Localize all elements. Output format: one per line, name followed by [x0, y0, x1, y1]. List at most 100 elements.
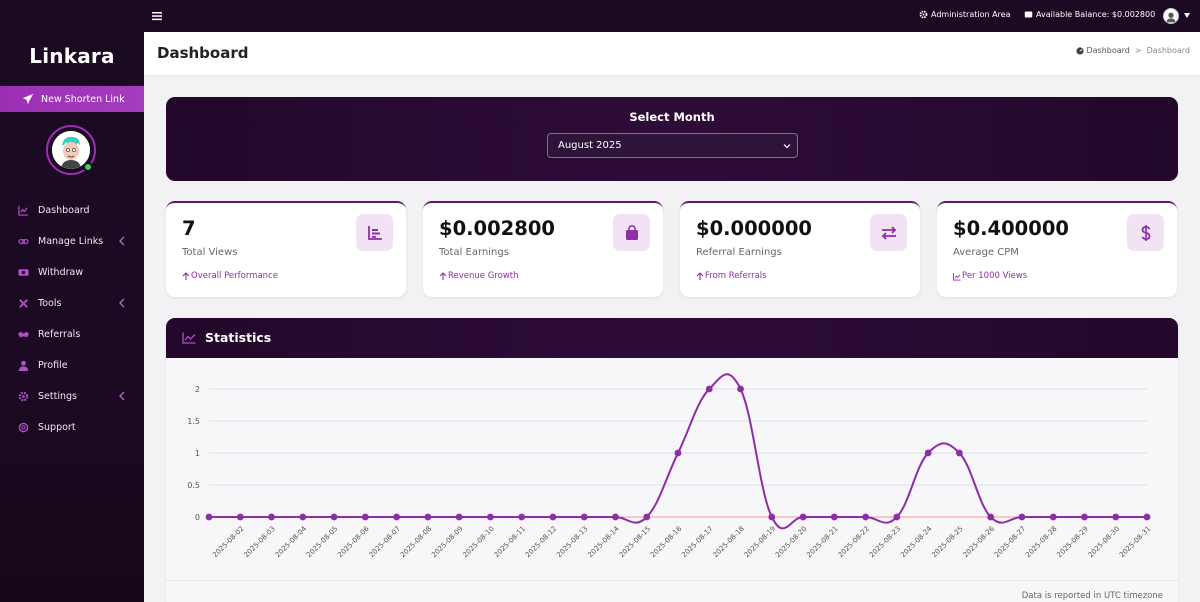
card-footer-label: Overall Performance	[191, 271, 278, 281]
card-label: Total Views	[182, 247, 238, 258]
link-icon	[18, 239, 29, 244]
chart-x-tick-label: 2025-08-06	[336, 524, 371, 559]
card-footer-label: From Referrals	[705, 271, 767, 281]
money-icon	[18, 269, 29, 276]
card-footer-label: Per 1000 Views	[962, 271, 1028, 281]
arrow-up-icon	[439, 271, 447, 280]
chart-data-point	[924, 449, 932, 457]
statistics-footer-divider	[166, 580, 1178, 581]
sidebar-item-label: Profile	[38, 360, 68, 371]
chart-y-tick-label: 1	[195, 449, 200, 458]
referral-earnings-card: $0.000000 Referral Earnings From Referra…	[680, 201, 920, 297]
chart-data-point	[705, 385, 713, 393]
month-selector-title: Select Month	[629, 110, 715, 124]
chart-x-tick-label: 2025-08-10	[461, 525, 495, 559]
chart-x-tick-label: 2025-08-31	[1118, 525, 1152, 559]
online-status-dot	[83, 162, 93, 172]
chart-data-point	[674, 449, 682, 457]
sidebar-item-referrals[interactable]: Referrals	[0, 319, 144, 350]
chart-data-point	[768, 513, 776, 521]
chart-line-icon	[18, 205, 29, 216]
chart-data-point	[393, 513, 400, 521]
chart-data-point	[518, 513, 526, 521]
chart-x-tick-label: 2025-08-13	[555, 525, 589, 559]
chevron-left-icon	[119, 298, 125, 308]
hamburger-menu-icon[interactable]	[151, 10, 163, 22]
sidebar-item-label: Support	[38, 422, 76, 433]
card-badge	[870, 214, 907, 251]
card-badge	[1127, 214, 1164, 251]
card-footer: From Referrals	[696, 271, 767, 281]
month-select-value: August 2025	[558, 140, 622, 151]
chart-data-point	[799, 513, 807, 521]
chart-y-tick-label: 1.5	[187, 417, 200, 426]
administration-area-link[interactable]: Administration Area	[919, 10, 1011, 19]
sidebar-item-label: Dashboard	[38, 205, 90, 216]
breadcrumb-separator: >	[1134, 46, 1142, 55]
chart-data-point	[1018, 513, 1026, 521]
statistics-header: Statistics	[166, 318, 1178, 358]
chart-data-point	[455, 513, 463, 521]
cartoon-avatar-icon	[52, 131, 90, 169]
sidebar-item-withdraw[interactable]: Withdraw	[0, 257, 144, 288]
chart-data-point	[330, 513, 338, 521]
chart-x-tick-label: 2025-08-18	[712, 525, 746, 559]
available-balance: Available Balance: $0.002800	[1024, 10, 1155, 19]
chart-x-tick-label: 2025-08-24	[899, 524, 934, 559]
sidebar: Linkara New Shorten Link Dashboard Manag…	[0, 0, 144, 602]
chart-x-tick-label: 2025-08-08	[399, 525, 433, 559]
card-badge	[613, 214, 650, 251]
sidebar-item-profile[interactable]: Profile	[0, 350, 144, 381]
chart-x-tick-label: 2025-08-28	[1024, 525, 1058, 559]
sidebar-item-label: Settings	[38, 391, 77, 402]
user-avatar-menu[interactable]	[1163, 8, 1179, 24]
month-select[interactable]: August 2025	[547, 133, 798, 158]
chart-x-tick-label: 2025-08-30	[1087, 525, 1121, 559]
handshake-icon	[18, 331, 29, 338]
chart-data-point	[236, 513, 244, 521]
dollar-icon	[1140, 224, 1150, 241]
chart-y-tick-label: 0	[195, 513, 200, 522]
total-views-card: 7 Total Views Overall Performance	[166, 201, 406, 297]
sidebar-item-support[interactable]: Support	[0, 412, 144, 443]
arrow-up-icon	[696, 271, 704, 280]
chart-x-tick-label: 2025-08-23	[868, 525, 902, 559]
sidebar-item-label: Tools	[38, 298, 62, 309]
lifebuoy-icon	[18, 422, 29, 433]
chart-data-point	[893, 513, 901, 521]
gear-icon	[919, 10, 928, 19]
chart-x-tick-label: 2025-08-15	[618, 525, 652, 559]
statistics-line-chart: 00.511.522025-08-022025-08-032025-08-042…	[187, 373, 1152, 559]
topbar: Administration Area Available Balance: $…	[144, 0, 1200, 32]
card-footer: Revenue Growth	[439, 271, 519, 281]
chart-data-point	[956, 449, 963, 457]
paper-plane-icon	[22, 93, 34, 105]
timezone-note: Data is reported in UTC timezone	[1021, 591, 1163, 601]
statistics-panel: Statistics 0 0.5 1 1.5 2 2025-08-02 2025-08-03…	[166, 318, 1178, 602]
statistics-title: Statistics	[205, 330, 272, 345]
sidebar-item-dashboard[interactable]: Dashboard	[0, 195, 144, 226]
chart-x-tick-label: 2025-08-29	[1055, 525, 1089, 559]
chart-data-point	[580, 513, 588, 521]
card-badge	[356, 214, 393, 251]
app-logo[interactable]: Linkara	[29, 44, 115, 68]
chart-x-tick-label: 2025-08-17	[680, 525, 714, 559]
chart-line-icon	[182, 332, 196, 344]
total-earnings-card: $0.002800 Total Earnings Revenue Growth	[423, 201, 663, 297]
chart-data-point	[643, 513, 651, 521]
sidebar-item-settings[interactable]: Settings	[0, 381, 144, 412]
available-balance-label: Available Balance: $0.002800	[1036, 10, 1156, 19]
sidebar-item-tools[interactable]: Tools	[0, 288, 144, 319]
chart-x-tick-label: 2025-08-20	[774, 525, 808, 559]
chart-x-tick-label: 2025-08-04	[274, 524, 309, 559]
chart-data-point	[268, 513, 275, 521]
dashboard-icon	[1076, 46, 1085, 55]
breadcrumb-link[interactable]: Dashboard	[1086, 46, 1130, 55]
arrow-up-icon	[182, 271, 190, 280]
chart-x-tick-label: 2025-08-27	[993, 525, 1027, 559]
caret-down-icon[interactable]	[1184, 13, 1190, 18]
new-shorten-link-button[interactable]: New Shorten Link	[0, 86, 144, 112]
breadcrumb: Dashboard > Dashboard	[1076, 46, 1190, 55]
sidebar-item-manage-links[interactable]: Manage Links	[0, 226, 144, 257]
chart-x-tick-label: 2025-08-05	[305, 525, 339, 559]
